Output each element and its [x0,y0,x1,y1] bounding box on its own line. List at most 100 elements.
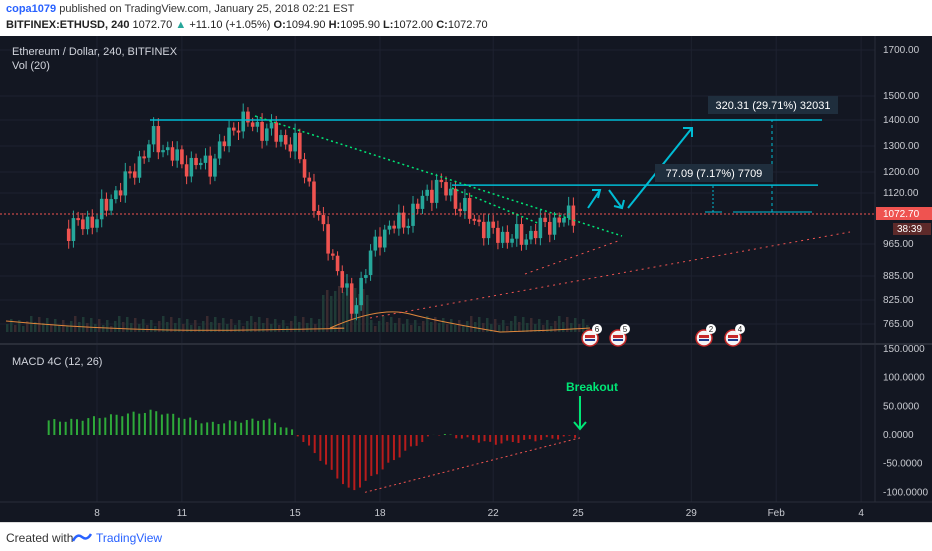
candle [378,237,382,248]
footer-brand[interactable]: TradingView [96,531,162,545]
macd-bar [82,421,84,435]
volume-bar [22,326,25,332]
volume-bar [482,323,485,332]
candle [185,164,189,176]
macd-bar [48,420,50,435]
open-value: 1094.90 [286,19,326,31]
macd-bar [206,422,208,435]
low-value: 1072.00 [393,19,433,31]
annotation-text: 320.31 (29.71%) 32031 [716,100,831,112]
volume-bar [542,325,545,332]
event-badge-icon[interactable]: 2 [696,324,716,346]
red-support-line [370,232,850,318]
macd-bar [551,435,553,439]
macd-bar [104,418,106,435]
macd-bar [184,419,186,435]
event-badge-icon[interactable]: 6 [582,324,602,346]
volume-bar [234,325,237,332]
macd-bar [161,415,163,435]
countdown-value: 38:39 [897,224,922,235]
candle [208,156,212,177]
macd-bar [217,424,219,435]
candle [440,180,444,182]
event-badge-icon[interactable]: 5 [610,324,630,346]
candle [289,144,293,151]
candle [171,147,175,160]
candle [496,228,500,243]
green-trend-line [255,116,622,236]
candle [355,305,359,314]
price-tick-label: 1500.00 [883,91,920,102]
volume-bar [302,317,305,332]
macd-bar [478,435,480,443]
candle [454,189,458,209]
tradingview-logo-icon [72,532,92,543]
macd-bar [240,423,242,435]
candle [340,271,344,288]
macd-tick-label: -50.0000 [883,459,923,470]
candle [128,171,132,173]
volume-bar [158,321,161,332]
macd-bar [291,429,293,435]
candle [166,147,170,150]
candle [322,215,326,224]
macd-bar [540,435,542,440]
candle [402,213,406,228]
macd-histogram [48,410,576,490]
macd-bar [314,435,316,453]
candle [124,171,128,195]
macd-bar [116,415,118,435]
macd-bar [110,414,112,435]
volume-bar [430,322,433,332]
price-axis[interactable]: 1700.001500.001400.001300.001200.001120.… [876,45,932,330]
volume-bar [262,323,265,332]
macd-bar [336,435,338,479]
time-tick-label: 25 [573,508,585,519]
candle [237,131,241,133]
volume-bar [458,320,461,332]
candle [312,182,316,211]
volume-bar [454,325,457,332]
event-count: 5 [623,325,628,334]
candle [279,135,283,142]
macd-bar [195,420,197,435]
publisher-name[interactable]: copa1079 [6,3,56,15]
candle [119,190,123,195]
candle [524,239,528,244]
candle [392,226,396,229]
macd-bar [70,419,72,435]
macd-bar [167,414,169,435]
macd-bar [404,435,406,451]
time-tick-label: 22 [488,508,500,519]
candle [444,182,448,195]
candle [534,231,538,238]
candle [138,156,142,177]
candle [468,198,472,219]
macd-bar [472,435,474,440]
event-badge-icon[interactable]: 4 [725,324,745,346]
volume-bar [366,295,369,332]
footer-created: Created with [6,531,73,545]
candle [473,219,477,221]
candle [326,224,330,253]
candle [72,218,76,241]
event-flag [613,339,623,341]
macd-bar [93,416,95,435]
candle [397,213,401,229]
macd-bar [382,435,384,469]
macd-bar [359,435,361,488]
candle [86,217,90,230]
candle [435,180,439,203]
candle [373,237,377,251]
candle [194,158,198,165]
volume-bar [306,323,309,332]
red-support-line-2 [525,241,618,274]
event-flag [585,339,595,341]
candle [303,159,307,177]
volume-bar [530,318,533,332]
macd-bar [517,435,519,443]
time-tick-label: 8 [94,508,100,519]
